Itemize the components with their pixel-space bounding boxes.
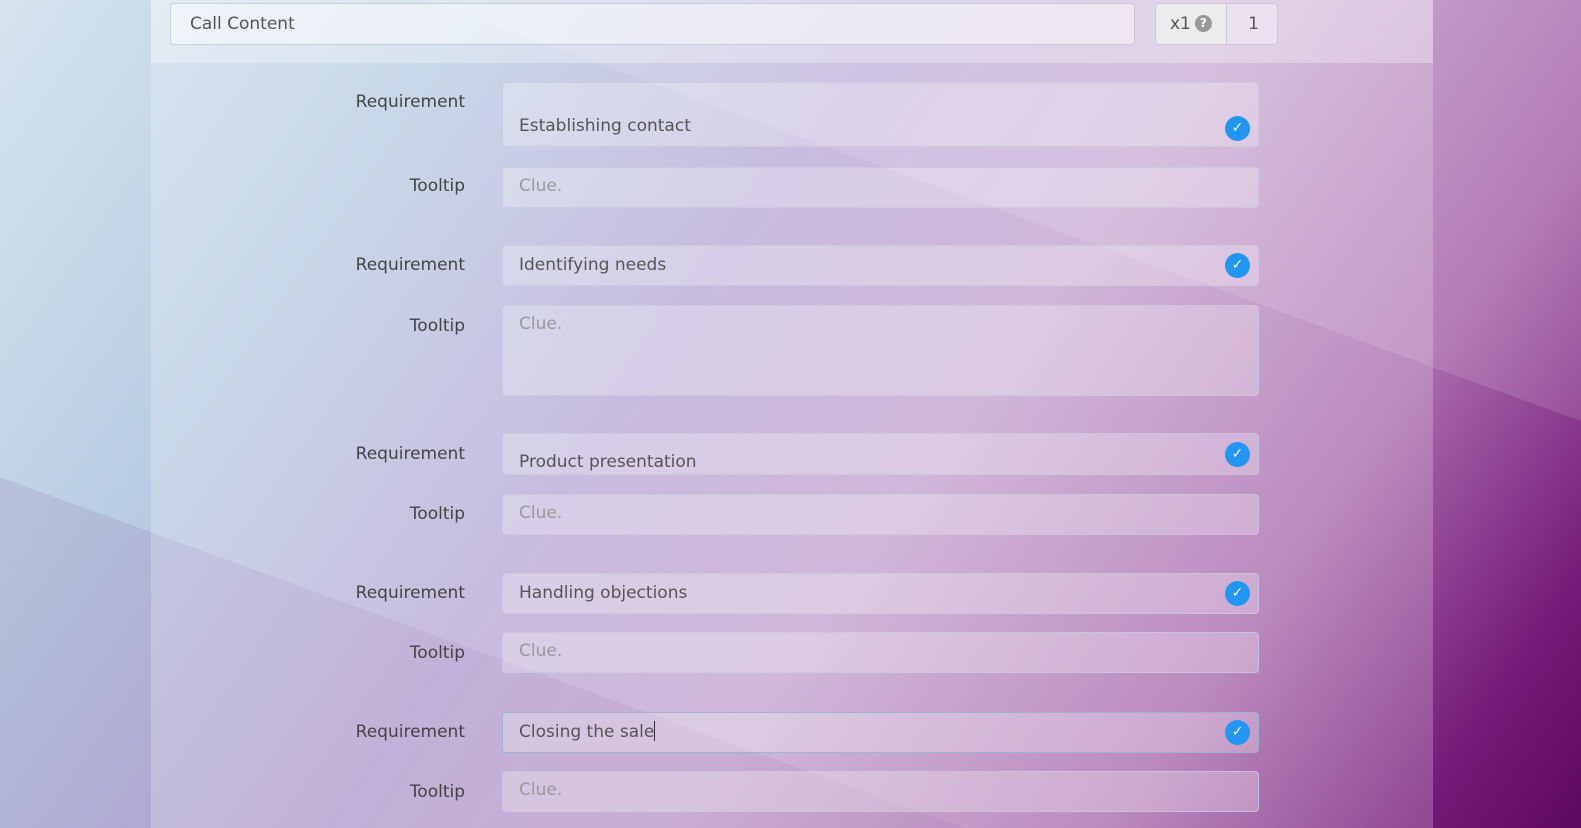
tooltip-label: Tooltip <box>409 176 465 196</box>
requirement-label: Requirement <box>355 92 465 112</box>
text-cursor <box>654 721 656 741</box>
count-input[interactable]: 1 <box>1226 3 1278 45</box>
requirement-input[interactable]: Establishing contact ✓ <box>502 82 1259 147</box>
tooltip-input[interactable]: Clue. <box>502 494 1259 535</box>
requirement-input[interactable]: Identifying needs ✓ <box>502 245 1259 286</box>
requirement-value: Establishing contact <box>519 116 691 136</box>
requirement-label: Requirement <box>355 255 465 275</box>
requirement-input[interactable]: Product presentation ✓ <box>502 433 1259 475</box>
requirement-label: Requirement <box>355 444 465 464</box>
requirement-label: Requirement <box>355 722 465 742</box>
tooltip-placeholder: Clue. <box>519 176 563 196</box>
requirement-value-wrap: Closing the sale <box>519 721 656 742</box>
tooltip-input[interactable]: Clue. <box>502 632 1259 673</box>
requirement-value: Product presentation <box>519 452 697 472</box>
tooltip-label: Tooltip <box>409 504 465 524</box>
tooltip-placeholder: Clue. <box>519 780 563 800</box>
tooltip-placeholder: Clue. <box>519 503 563 523</box>
requirement-value: Handling objections <box>519 583 688 603</box>
check-icon[interactable]: ✓ <box>1225 116 1250 141</box>
tooltip-label: Tooltip <box>409 782 465 802</box>
multiplier-addon: x1? <box>1155 3 1227 45</box>
form-panel: Call Content x1? 1 Requirement Establish… <box>151 0 1433 828</box>
requirement-input[interactable]: Handling objections ✓ <box>502 573 1259 614</box>
tooltip-input[interactable]: Clue. <box>502 167 1259 208</box>
tooltip-textarea[interactable]: Clue. <box>502 305 1259 396</box>
tooltip-label: Tooltip <box>409 643 465 663</box>
multiplier-label: x1 <box>1170 14 1191 34</box>
call-content-input[interactable]: Call Content <box>170 3 1135 45</box>
requirement-label: Requirement <box>355 583 465 603</box>
header: Call Content x1? 1 <box>151 0 1433 63</box>
tooltip-input[interactable]: Clue. <box>502 771 1259 812</box>
check-icon[interactable]: ✓ <box>1225 581 1250 606</box>
check-icon[interactable]: ✓ <box>1225 442 1250 467</box>
requirement-value: Closing the sale <box>519 722 655 742</box>
requirement-value: Identifying needs <box>519 255 667 275</box>
tooltip-placeholder: Clue. <box>519 641 563 661</box>
tooltip-label: Tooltip <box>409 316 465 336</box>
question-circle-icon[interactable]: ? <box>1194 15 1212 32</box>
check-icon[interactable]: ✓ <box>1225 253 1250 278</box>
check-icon[interactable]: ✓ <box>1225 720 1250 745</box>
requirement-input[interactable]: Closing the sale ✓ <box>502 712 1259 753</box>
tooltip-placeholder: Clue. <box>519 314 563 334</box>
